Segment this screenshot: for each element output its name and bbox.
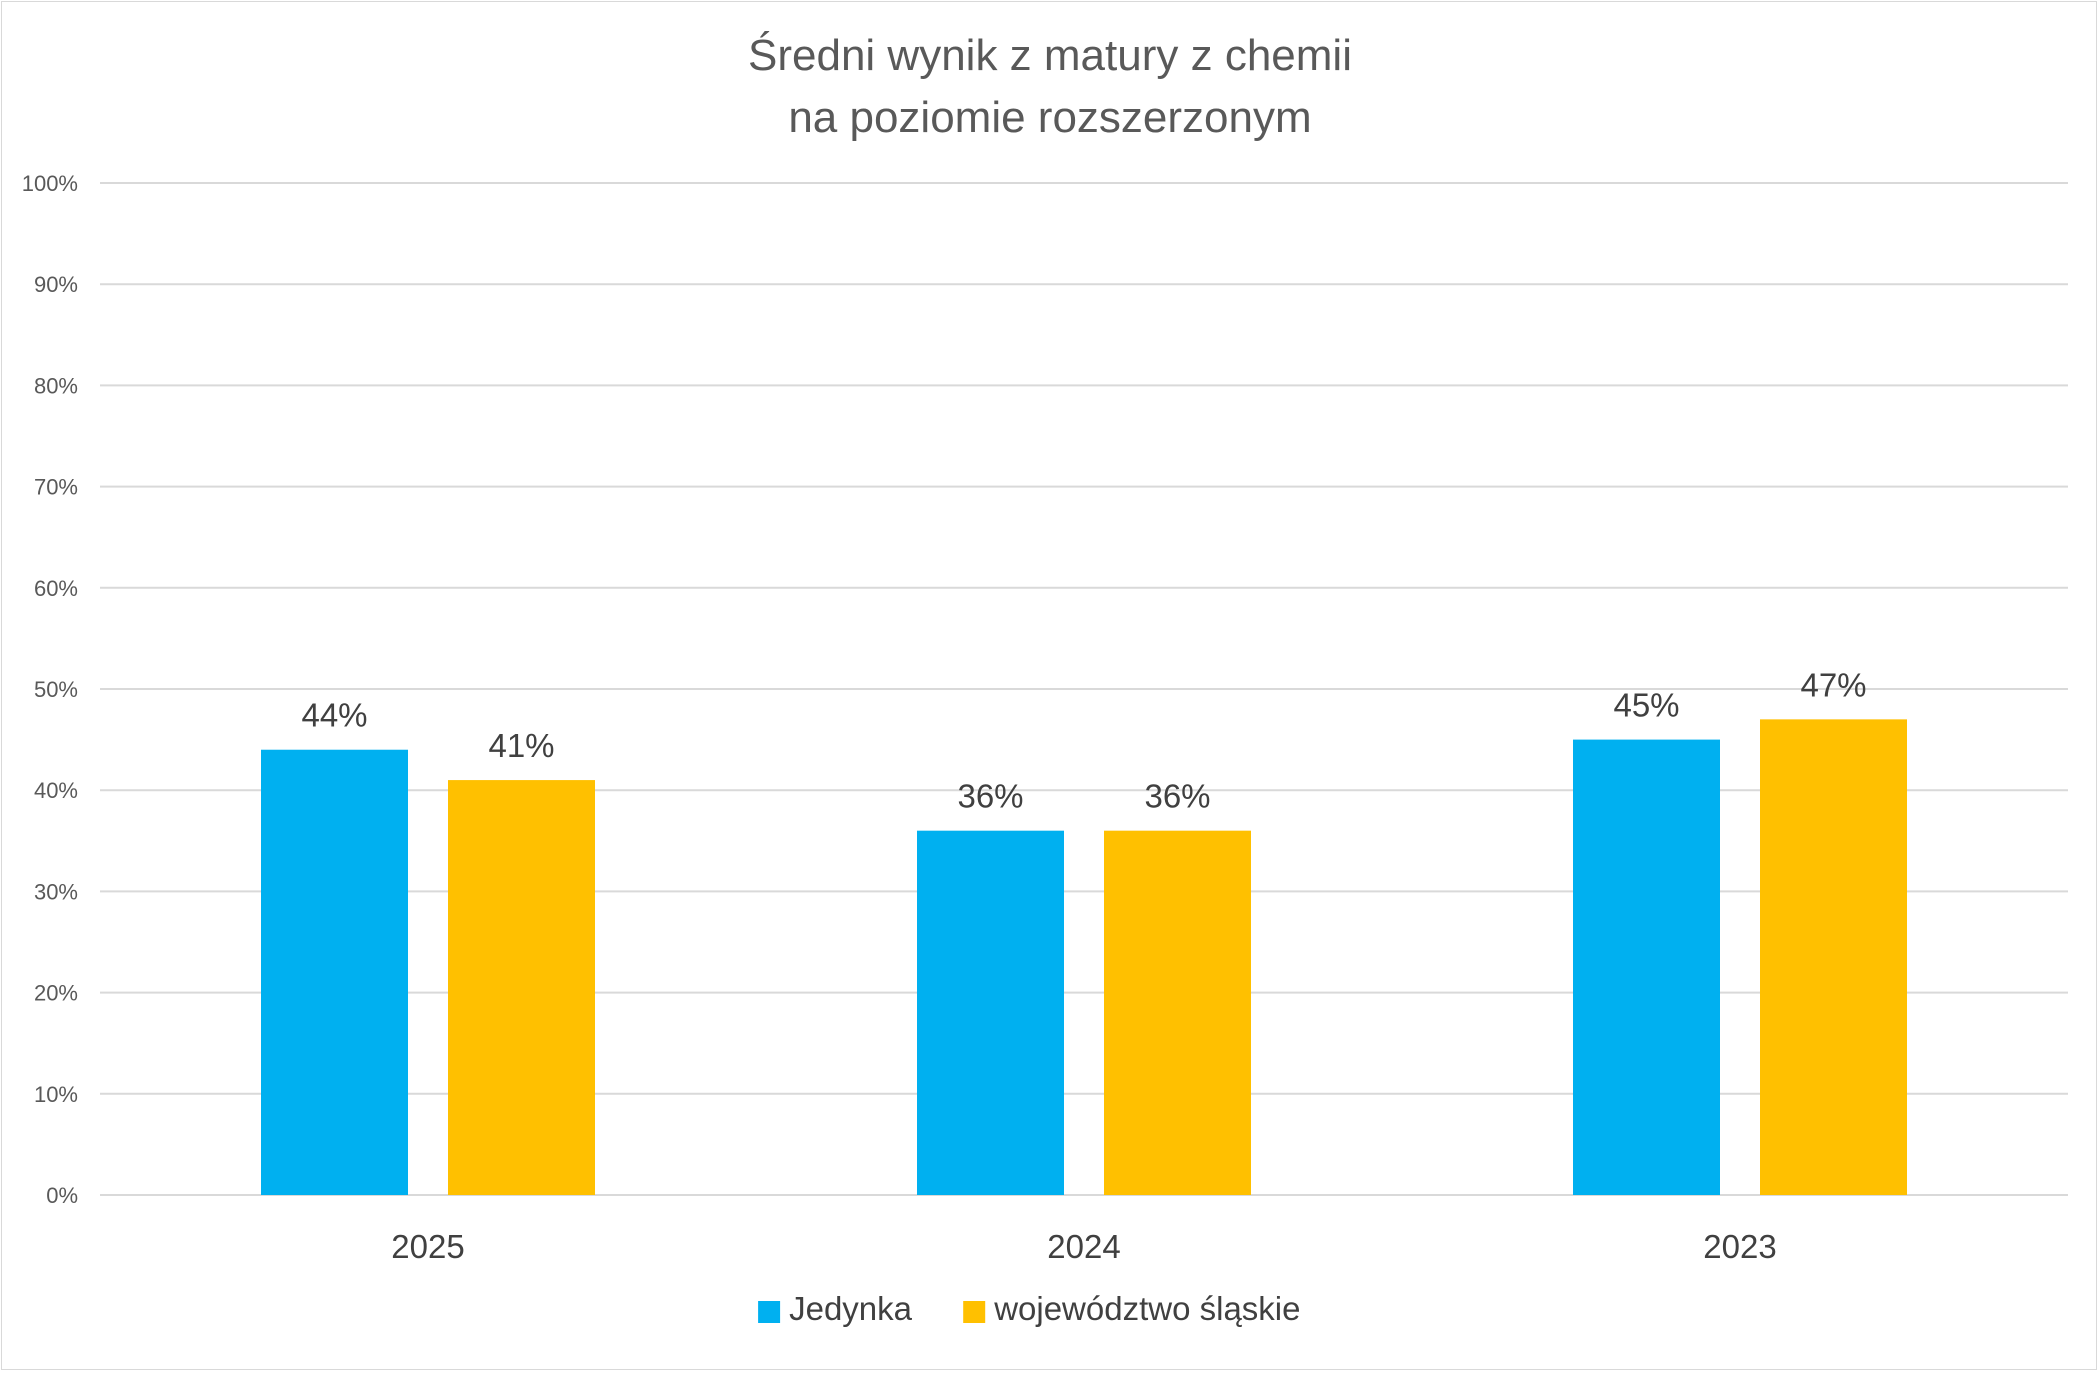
data-label-2024-series-2: 36%: [1144, 778, 1210, 815]
x-axis-categories: 2025 2024 2023: [391, 1228, 1776, 1265]
legend-label-series-1[interactable]: Jedynka: [789, 1290, 913, 1327]
y-tick-label: 100%: [22, 171, 78, 196]
chart-title-line-1: Średni wynik z matury z chemii: [748, 29, 1352, 80]
bars: [261, 719, 1907, 1195]
chart-title-line-2: na poziomie rozszerzonym: [788, 93, 1311, 142]
bar-2025-series-2[interactable]: [448, 780, 595, 1195]
y-tick-label: 50%: [34, 677, 78, 702]
bar-2023-series-2[interactable]: [1760, 719, 1907, 1195]
data-label-2025-series-2: 41%: [488, 727, 554, 764]
legend-label-series-2[interactable]: województwo śląskie: [993, 1290, 1300, 1327]
legend[interactable]: Jedynka województwo śląskie: [758, 1290, 1301, 1327]
y-tick-label: 40%: [34, 778, 78, 803]
y-tick-label: 80%: [34, 373, 78, 398]
bar-2024-series-1[interactable]: [917, 830, 1064, 1195]
data-labels: 44% 41% 36% 36% 45% 47%: [301, 666, 1866, 814]
y-tick-label: 70%: [34, 475, 78, 500]
gridlines: [100, 182, 2068, 1196]
x-category-label: 2025: [391, 1228, 464, 1265]
legend-swatch-series-1: [758, 1301, 781, 1323]
x-category-label: 2023: [1703, 1228, 1776, 1265]
bar-2023-series-1[interactable]: [1573, 739, 1720, 1195]
y-tick-label: 20%: [34, 981, 78, 1006]
data-label-2024-series-1: 36%: [957, 778, 1023, 815]
y-tick-label: 0%: [46, 1183, 78, 1208]
legend-swatch-series-2: [963, 1301, 986, 1323]
y-tick-label: 30%: [34, 879, 78, 904]
data-label-2025-series-1: 44%: [301, 697, 367, 734]
y-axis-ticks: 0% 10% 20% 30% 40% 50% 60% 70% 80% 90% 100%: [22, 171, 78, 1208]
x-category-label: 2024: [1047, 1228, 1120, 1265]
bar-2024-series-2[interactable]: [1104, 830, 1251, 1195]
data-label-2023-series-1: 45%: [1613, 687, 1679, 724]
y-tick-label: 60%: [34, 576, 78, 601]
bar-2025-series-1[interactable]: [261, 749, 408, 1195]
y-tick-label: 90%: [34, 272, 78, 297]
data-label-2023-series-2: 47%: [1800, 666, 1866, 703]
y-tick-label: 10%: [34, 1082, 78, 1107]
